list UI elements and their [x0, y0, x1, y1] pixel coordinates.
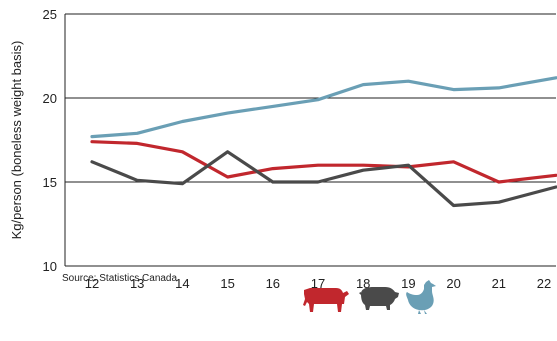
y-tick-label: 20	[43, 91, 57, 106]
grid-lines	[65, 13, 556, 267]
series-lines	[90, 76, 557, 208]
x-tick-label: 21	[492, 276, 506, 291]
y-tick-label: 25	[43, 7, 57, 22]
legend	[303, 280, 436, 314]
y-tick-labels: 10 15 20 25	[43, 7, 57, 274]
x-tick-label: 12	[85, 276, 99, 291]
y-tick-label: 10	[43, 259, 57, 274]
x-tick-label: 13	[130, 276, 144, 291]
source-note: Source: Statistics Canada	[62, 273, 178, 284]
series-line-chicken	[90, 76, 557, 139]
x-tick-label: 18	[356, 276, 370, 291]
x-tick-label: 16	[266, 276, 280, 291]
x-tick-label: 22	[537, 276, 551, 291]
x-tick-label: 15	[220, 276, 234, 291]
y-tick-label: 15	[43, 175, 57, 190]
y-axis-label: Kg/person (boneless weight basis)	[9, 41, 24, 240]
cow-icon	[303, 288, 349, 312]
series-line-beef	[90, 140, 557, 184]
chicken-icon	[406, 280, 436, 314]
x-tick-label: 20	[446, 276, 460, 291]
x-tick-labels: 12 13 14 15 16 17 18 19 20 21 22	[85, 276, 551, 291]
pig-icon	[359, 287, 399, 310]
series-line-pork	[90, 150, 557, 208]
x-tick-label: 19	[401, 276, 415, 291]
x-tick-label: 14	[175, 276, 189, 291]
x-tick-label: 17	[311, 276, 325, 291]
